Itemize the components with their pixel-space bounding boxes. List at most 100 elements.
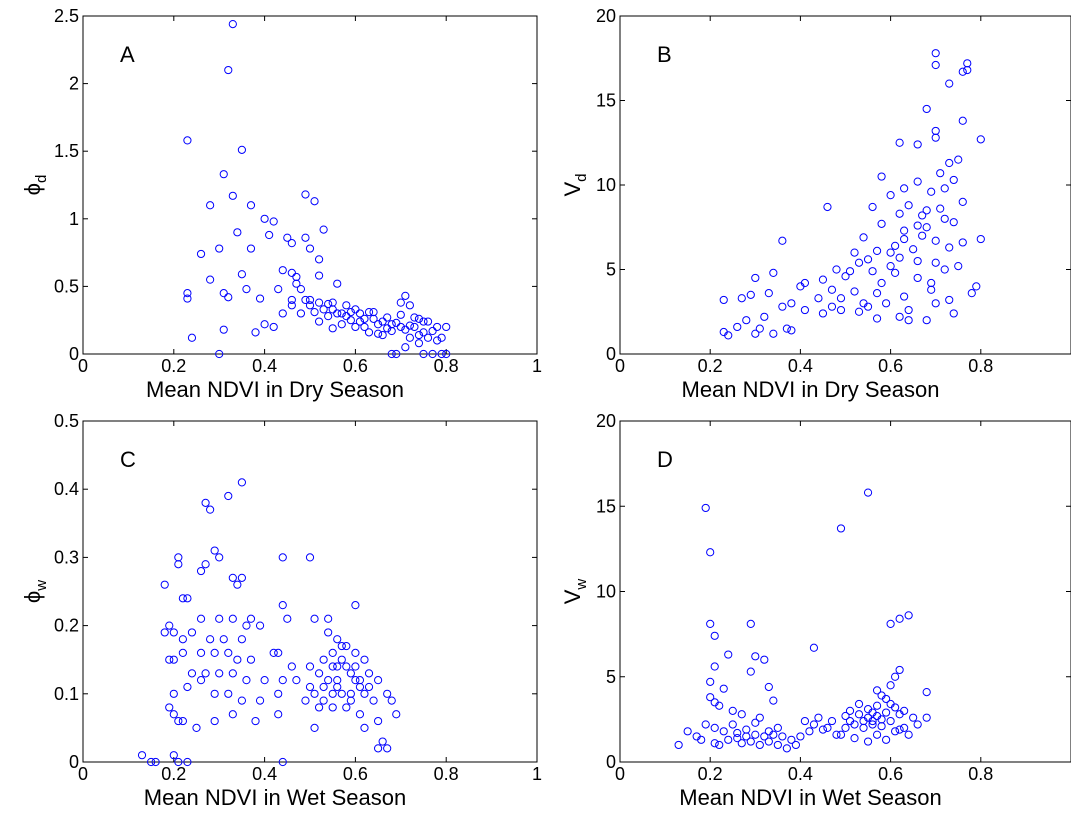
data-point — [737, 739, 746, 748]
data-point — [319, 305, 328, 314]
data-point — [269, 322, 278, 332]
plot-frame — [82, 420, 538, 763]
data-point — [760, 732, 769, 741]
data-point — [931, 236, 940, 245]
data-point — [278, 676, 287, 685]
data-point — [927, 278, 936, 288]
data-point — [845, 267, 855, 276]
y-tick-label: 0 — [606, 344, 616, 364]
data-point — [224, 65, 233, 75]
data-point — [877, 172, 886, 181]
data-point — [423, 317, 433, 326]
data-point — [900, 292, 909, 301]
data-point — [963, 59, 972, 68]
data-point — [719, 327, 728, 337]
data-point — [414, 330, 424, 340]
data-point — [328, 298, 337, 307]
data-point — [764, 289, 773, 298]
data-point — [719, 295, 728, 305]
data-point — [701, 720, 710, 729]
data-point — [909, 713, 918, 722]
y-axis-subscript: w — [573, 579, 590, 591]
data-point — [396, 322, 405, 332]
data-point — [787, 735, 796, 744]
data-point — [183, 289, 192, 298]
y-axis-subscript: d — [573, 173, 590, 181]
data-point — [178, 648, 187, 657]
data-point — [219, 325, 228, 334]
data-point — [963, 65, 972, 75]
data-point — [251, 716, 260, 726]
data-point — [818, 309, 828, 318]
data-point — [174, 560, 183, 569]
data-point — [872, 686, 882, 695]
data-point — [274, 689, 283, 698]
data-point — [310, 689, 319, 698]
data-point — [423, 333, 433, 342]
data-point — [215, 553, 224, 562]
data-point — [967, 289, 976, 298]
x-tick-label: 0.4 — [252, 764, 277, 784]
data-point — [201, 560, 210, 569]
data-point — [755, 324, 764, 333]
data-point — [228, 20, 237, 29]
data-point — [305, 553, 315, 562]
data-point — [169, 689, 178, 698]
panel-b: 0 0.2 0.4 0.6 0.8 0 5 10 15 20 Mean NDVI in Dry Se… — [560, 6, 1071, 402]
y-tick-label: 0.5 — [54, 411, 79, 431]
data-point — [378, 737, 387, 746]
data-point — [301, 190, 310, 199]
data-point — [196, 249, 206, 259]
data-point — [845, 706, 855, 715]
data-point — [401, 325, 410, 334]
data-point — [778, 302, 787, 311]
x-tick-label: 0 — [78, 764, 88, 784]
data-point — [283, 233, 292, 242]
data-point — [414, 314, 424, 323]
data-point — [305, 244, 315, 253]
data-point — [886, 619, 895, 628]
data-point — [228, 573, 237, 582]
data-point — [233, 655, 242, 664]
data-point — [697, 735, 706, 744]
y-tick-label: 10 — [596, 175, 616, 195]
data-point — [881, 299, 891, 308]
data-point — [881, 708, 891, 717]
data-point — [287, 239, 296, 248]
data-point — [215, 244, 224, 253]
data-point — [360, 723, 369, 733]
y-tick-label: 0.5 — [54, 276, 79, 296]
data-point — [904, 316, 913, 325]
data-point — [949, 218, 958, 227]
data-point — [337, 689, 346, 698]
data-point — [428, 349, 437, 359]
data-point — [900, 234, 909, 244]
data-point — [900, 184, 909, 193]
data-point — [387, 349, 396, 359]
data-point — [314, 298, 324, 307]
data-point — [706, 693, 715, 702]
data-point — [237, 635, 246, 644]
data-point — [346, 689, 355, 698]
data-point — [319, 682, 328, 692]
data-point — [287, 662, 296, 671]
x-tick-label: 0.6 — [343, 764, 368, 784]
data-point — [224, 293, 233, 302]
data-point — [292, 279, 301, 288]
data-point — [872, 730, 882, 739]
data-point — [433, 322, 442, 332]
data-point — [751, 329, 760, 338]
data-point — [800, 305, 810, 315]
data-point — [396, 298, 405, 307]
data-point — [274, 648, 283, 657]
data-point — [433, 336, 442, 345]
data-point — [764, 737, 773, 746]
data-point — [324, 614, 333, 623]
x-tick-label: 0.8 — [434, 764, 459, 784]
plot-frame — [619, 420, 1071, 763]
data-point — [922, 713, 931, 722]
data-point — [922, 316, 931, 325]
data-point — [764, 682, 773, 692]
data-point — [922, 206, 931, 215]
data-point — [769, 329, 778, 338]
